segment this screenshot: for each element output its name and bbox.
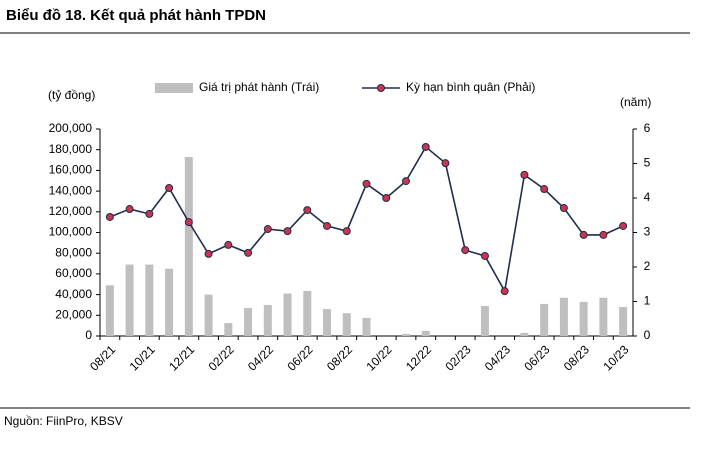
- y-tick-label: 100,000: [49, 225, 93, 239]
- line-marker: [105, 212, 114, 221]
- line-marker: [283, 227, 292, 236]
- line-marker: [145, 209, 154, 218]
- line-marker: [362, 179, 371, 188]
- bar: [342, 313, 351, 336]
- y-tick-label: 140,000: [49, 183, 93, 197]
- line-marker: [224, 240, 233, 249]
- line-marker: [421, 142, 430, 151]
- y-tick-label: 80,000: [55, 245, 92, 259]
- x-tick-label: 10/22: [363, 342, 394, 373]
- y2-tick-label: 2: [644, 259, 651, 273]
- line-marker: [382, 194, 391, 202]
- y2-tick-label: 5: [644, 156, 651, 170]
- bar: [105, 285, 114, 336]
- line-marker: [303, 206, 312, 215]
- line-marker: [579, 230, 588, 239]
- bar: [303, 290, 312, 336]
- bar: [599, 297, 608, 336]
- x-tick-label: 12/22: [403, 342, 434, 373]
- y2-tick-label: 3: [644, 225, 651, 239]
- line-marker: [204, 249, 213, 258]
- y-tick-label: 180,000: [49, 142, 93, 156]
- x-tick-label: 06/22: [285, 342, 316, 373]
- line-marker: [540, 185, 549, 194]
- line-marker: [559, 204, 568, 213]
- chart-title: Biểu đồ 18. Kết quả phát hành TPDN: [6, 7, 266, 24]
- x-tick-label: 10/21: [127, 342, 158, 373]
- y-tick-label: 60,000: [55, 266, 92, 280]
- bar: [125, 264, 134, 336]
- bar: [145, 264, 154, 336]
- y-tick-label: 20,000: [55, 307, 92, 321]
- bar: [559, 297, 568, 336]
- line-marker: [244, 248, 253, 257]
- x-tick-label: 08/23: [561, 342, 592, 373]
- line-marker: [599, 230, 608, 239]
- line-marker: [461, 246, 470, 255]
- x-tick-label: 04/23: [482, 342, 513, 373]
- bar: [323, 309, 332, 336]
- y-axis-label: (tỷ đồng): [48, 88, 95, 102]
- bar: [165, 268, 174, 336]
- x-tick-label: 02/22: [206, 342, 237, 373]
- line-marker: [619, 221, 628, 230]
- x-tick-label: 08/22: [324, 342, 355, 373]
- legend-label: Kỳ hạn bình quân (Phải): [406, 80, 535, 94]
- line-marker: [263, 225, 272, 234]
- y-tick-label: 120,000: [49, 204, 93, 218]
- bar: [540, 303, 549, 336]
- x-tick-label: 12/21: [166, 342, 197, 373]
- x-tick-label: 10/23: [600, 342, 631, 373]
- line-marker: [125, 205, 134, 214]
- y-tick-label: 0: [85, 328, 92, 342]
- x-tick-label: 06/23: [521, 342, 552, 373]
- line-marker: [401, 177, 410, 186]
- bar: [520, 332, 529, 336]
- line-marker: [441, 159, 450, 168]
- legend-marker: [377, 84, 385, 92]
- bar: [263, 304, 272, 336]
- line-marker: [184, 218, 193, 227]
- bar: [401, 333, 410, 336]
- bar: [244, 308, 253, 336]
- x-tick-label: 04/22: [245, 342, 276, 373]
- y2-tick-label: 1: [644, 294, 651, 308]
- y2-tick-label: 4: [644, 190, 651, 204]
- y-tick-label: 200,000: [49, 121, 93, 135]
- bar: [362, 317, 371, 336]
- bar: [480, 305, 489, 336]
- legend-swatch: [155, 83, 193, 93]
- source: Nguồn: FiinPro, KBSV: [4, 414, 123, 428]
- y-tick-label: 40,000: [55, 287, 92, 301]
- line-marker: [480, 251, 489, 260]
- bar: [579, 301, 588, 336]
- y-tick-label: 160,000: [49, 163, 93, 177]
- y2-tick-label: 0: [644, 328, 651, 342]
- line-marker: [500, 287, 509, 296]
- y2-tick-label: 6: [644, 121, 651, 135]
- x-tick-label: 08/21: [87, 342, 118, 373]
- bar: [283, 293, 292, 336]
- y2-axis-label: (năm): [620, 95, 651, 109]
- bar: [224, 323, 233, 336]
- line-marker: [342, 227, 351, 236]
- line-marker: [323, 221, 332, 230]
- bar: [421, 330, 430, 336]
- line-marker: [520, 170, 529, 179]
- bar: [204, 294, 213, 336]
- legend-label: Giá trị phát hành (Trái): [199, 80, 319, 94]
- x-tick-label: 02/23: [442, 342, 473, 373]
- bar: [184, 156, 193, 336]
- bar: [619, 307, 628, 336]
- line-marker: [165, 183, 174, 192]
